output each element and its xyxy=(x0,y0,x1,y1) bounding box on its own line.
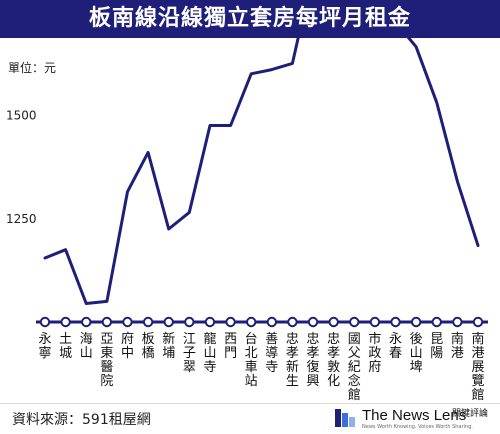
station-label: 市政府 xyxy=(368,331,381,375)
station-marker xyxy=(390,316,401,328)
brand-chinese-name: 關鍵評論 xyxy=(452,409,489,419)
station-marker xyxy=(101,316,113,328)
station-marker xyxy=(122,316,133,328)
station-marker xyxy=(287,316,298,328)
station-marker xyxy=(245,316,257,328)
brand-mark-icon xyxy=(335,409,355,427)
station-marker xyxy=(431,316,442,328)
station-label: 後山埤 xyxy=(410,332,423,375)
station-label: 永寧 xyxy=(38,332,51,361)
station-marker xyxy=(184,316,195,328)
y-tick-label: 1250 xyxy=(6,212,37,226)
station-label: 西門 xyxy=(224,332,237,361)
station-label: 昆陽 xyxy=(430,332,443,361)
station-label: 龍山寺 xyxy=(203,331,216,375)
station-marker xyxy=(81,316,92,328)
brand-tagline: News Worth Knowing. Voices Worth Sharing… xyxy=(362,424,473,430)
station-marker xyxy=(328,316,339,328)
station-label: 板橋 xyxy=(142,332,155,361)
data-source: 資料來源：591租屋網 xyxy=(12,412,151,428)
brand-logo: The News Lens 關鍵評論 News Worth Knowing. V… xyxy=(334,403,494,433)
station-label: 新埔 xyxy=(162,331,175,361)
series-line xyxy=(43,38,480,305)
station-marker xyxy=(163,316,174,328)
station-label: 海山 xyxy=(80,332,93,361)
station-marker xyxy=(410,316,422,328)
brand-name: The News Lens xyxy=(362,407,467,424)
station-label: 國父紀念館 xyxy=(348,332,361,403)
station-label: 善導寺 xyxy=(265,331,278,375)
footer-divider xyxy=(0,403,500,404)
station-label: 永春 xyxy=(389,332,402,361)
station-marker xyxy=(369,316,381,328)
chart-title: 板南線沿線獨立套房每坪月租金 xyxy=(88,6,411,31)
station-label: 忠孝復興 xyxy=(307,332,320,389)
station-label: 土城 xyxy=(59,332,72,361)
station-marker xyxy=(142,316,154,328)
station-marker xyxy=(349,316,360,328)
title-bar xyxy=(0,0,500,38)
line-chart: 單位：元125015001750永寧土城海山亞東醫院府中板橋新埔江子翠龍山寺西門… xyxy=(6,38,488,403)
station-label: 府中 xyxy=(121,332,134,361)
station-marker xyxy=(266,316,278,328)
station-label: 南港展覽館 xyxy=(471,331,484,403)
station-label: 亞東醫院 xyxy=(100,332,113,389)
unit-label: 單位：元 xyxy=(8,60,56,75)
station-label: 忠孝新生 xyxy=(286,332,299,389)
station-label: 南港 xyxy=(451,331,464,361)
station-marker xyxy=(452,316,463,328)
station-marker xyxy=(225,316,236,328)
station-label: 台北車站 xyxy=(245,332,258,389)
station-marker xyxy=(39,316,51,328)
station-label: 江子翠 xyxy=(183,332,196,375)
station-marker xyxy=(60,316,71,328)
station-marker xyxy=(204,316,216,328)
y-tick-label: 1500 xyxy=(6,109,37,123)
station-marker xyxy=(472,316,484,328)
station-label: 忠孝敦化 xyxy=(327,332,340,389)
station-marker xyxy=(307,316,319,328)
